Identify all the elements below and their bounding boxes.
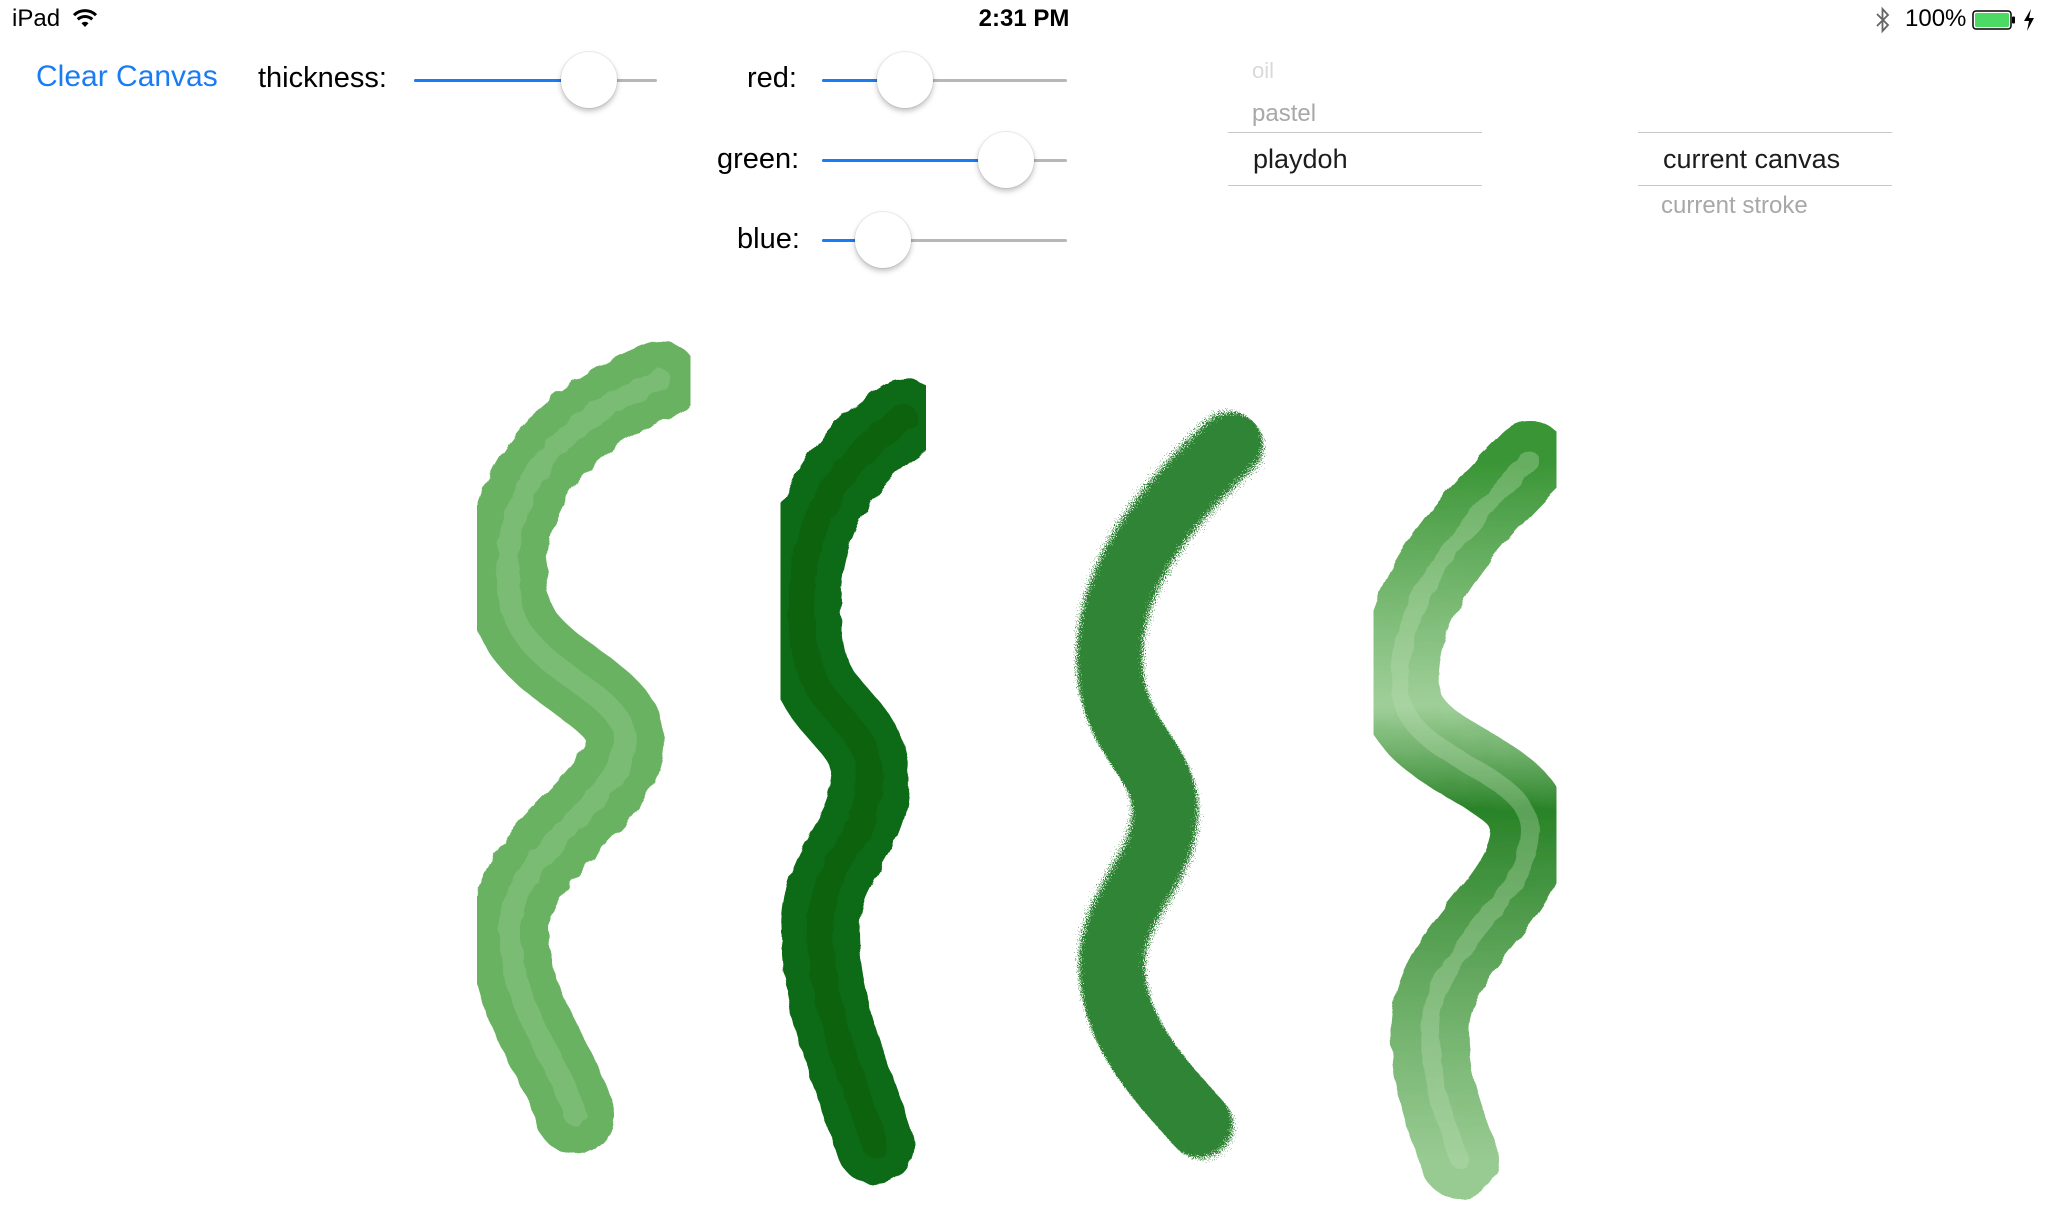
drawing-canvas[interactable] (0, 250, 2048, 1216)
scope-option-current-canvas[interactable]: current canvas (1663, 144, 1841, 174)
brush-type-picker[interactable]: oil pastel playdoh (1228, 52, 1482, 222)
blue-slider-fill (822, 239, 884, 242)
red-slider-fill (822, 79, 906, 82)
red-slider[interactable] (822, 50, 1067, 110)
blue-slider-thumb[interactable] (855, 212, 912, 268)
green-slider[interactable] (822, 130, 1067, 190)
thickness-slider[interactable] (414, 50, 657, 110)
red-label: red: (747, 62, 797, 94)
red-slider-track (822, 79, 1067, 82)
battery-percent: 100% (1905, 5, 1967, 32)
thickness-slider-thumb[interactable] (560, 52, 617, 108)
device-name: iPad (12, 5, 61, 32)
blue-slider[interactable] (822, 210, 1067, 270)
watercolor-green-stroke (1360, 421, 1570, 1199)
pastel-green-stroke (1076, 412, 1263, 1158)
light-green-stroke (468, 341, 699, 1154)
thickness-label: thickness: (258, 62, 387, 94)
clear-canvas-button[interactable]: Clear Canvas (36, 60, 218, 93)
red-slider-thumb[interactable] (877, 52, 934, 108)
wifi-icon (72, 9, 98, 27)
canvas-strokes (468, 341, 1570, 1199)
green-label: green: (717, 143, 800, 175)
scope-picker-divider-bottom (1638, 185, 1892, 186)
thickness-slider-fill (414, 79, 589, 82)
scope-picker-divider-top (1638, 132, 1892, 133)
brush-picker-divider-bottom (1228, 185, 1482, 186)
brush-picker-divider-top (1228, 132, 1482, 133)
scope-option-current-stroke[interactable]: current stroke (1661, 192, 1808, 219)
scope-picker[interactable]: current canvas current stroke (1638, 52, 1892, 222)
green-slider-fill (822, 159, 1006, 162)
status-bar: iPad 2:31 PM 100% (0, 0, 2048, 40)
blue-label: blue: (737, 223, 800, 255)
battery-icon (1972, 10, 2015, 30)
brush-option-pastel[interactable]: pastel (1252, 100, 1317, 127)
status-time: 2:31 PM (978, 5, 1070, 32)
dark-green-stroke (762, 379, 944, 1184)
brush-option-oil[interactable]: oil (1252, 58, 1275, 83)
charging-bolt-icon (2024, 9, 2034, 31)
bluetooth-icon (1876, 6, 1890, 34)
blue-slider-track (822, 239, 1067, 242)
brush-option-playdoh[interactable]: playdoh (1253, 144, 1348, 174)
green-slider-thumb[interactable] (977, 132, 1034, 188)
